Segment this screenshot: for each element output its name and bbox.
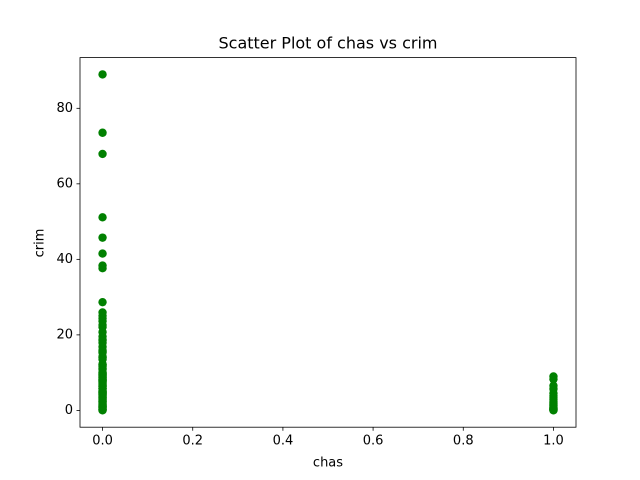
axes-frame [79, 57, 577, 428]
chart-title: Scatter Plot of chas vs crim [218, 34, 437, 53]
point [98, 149, 107, 159]
y-tick-label: 20 [56, 327, 73, 342]
point [98, 249, 107, 258]
x-tick-label: 1.0 [543, 434, 564, 449]
point [98, 213, 107, 222]
point [98, 70, 107, 79]
y-tick-label: 80 [56, 101, 73, 116]
point [98, 297, 107, 307]
y-axis-label: crim [33, 229, 48, 258]
x-tick-label: 0.2 [182, 434, 203, 449]
point [549, 374, 558, 384]
point [98, 128, 107, 137]
x-axis-label: chas [313, 456, 343, 471]
x-tick-label: 0.4 [273, 434, 294, 449]
x-tick-label: 0.0 [92, 434, 113, 449]
y-tick-label: 40 [56, 252, 73, 267]
point [98, 263, 107, 273]
point [98, 233, 107, 242]
point [549, 406, 558, 415]
x-tick-label: 0.6 [363, 434, 384, 449]
y-tick-label: 0 [65, 403, 73, 418]
point [98, 406, 107, 415]
y-tick-label: 60 [56, 176, 73, 191]
x-tick-label: 0.8 [453, 434, 474, 449]
